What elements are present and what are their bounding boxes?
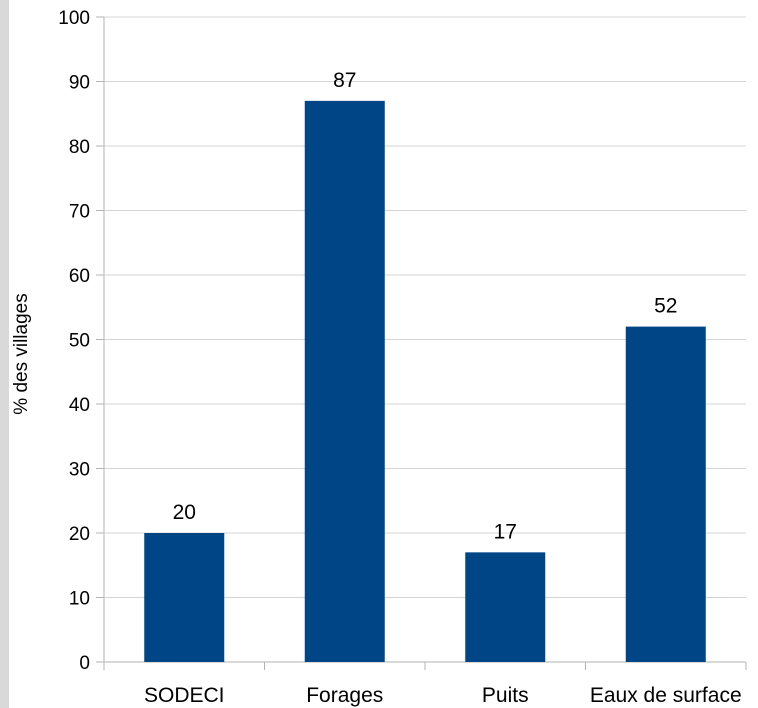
y-tick-label: 20 (69, 524, 90, 545)
data-label: 87 (333, 69, 356, 92)
bars (144, 100, 706, 663)
y-tick-label: 10 (69, 589, 90, 610)
y-tick-label: 40 (69, 395, 90, 416)
x-tick-label: Forages (306, 684, 383, 707)
x-tick-label: Eaux de surface (590, 684, 742, 707)
bar (625, 326, 706, 662)
data-label: 52 (654, 295, 677, 318)
y-tick-label: 70 (69, 202, 90, 223)
bar (465, 552, 546, 662)
data-label: 17 (494, 520, 517, 543)
y-tick-label: 30 (69, 460, 90, 481)
bar (144, 533, 225, 662)
x-tick-label: Puits (482, 684, 529, 707)
bar (304, 100, 385, 663)
y-tick-label: 90 (69, 73, 90, 94)
left-margin-strip (0, 0, 9, 708)
x-tick-labels: SODECI Forages Puits Eaux de surface (144, 684, 742, 707)
y-tick-label: 80 (69, 137, 90, 158)
data-labels: 20 87 17 52 (173, 69, 678, 543)
y-tick-label: 100 (58, 8, 90, 29)
data-label: 20 (173, 501, 196, 524)
y-tick-label: 0 (79, 653, 90, 674)
y-tick-label: 60 (69, 266, 90, 287)
y-tick-labels: 0 10 20 30 40 50 60 70 80 90 100 (58, 8, 90, 674)
y-tick-label: 50 (69, 331, 90, 352)
x-tick-label: SODECI (144, 684, 225, 707)
